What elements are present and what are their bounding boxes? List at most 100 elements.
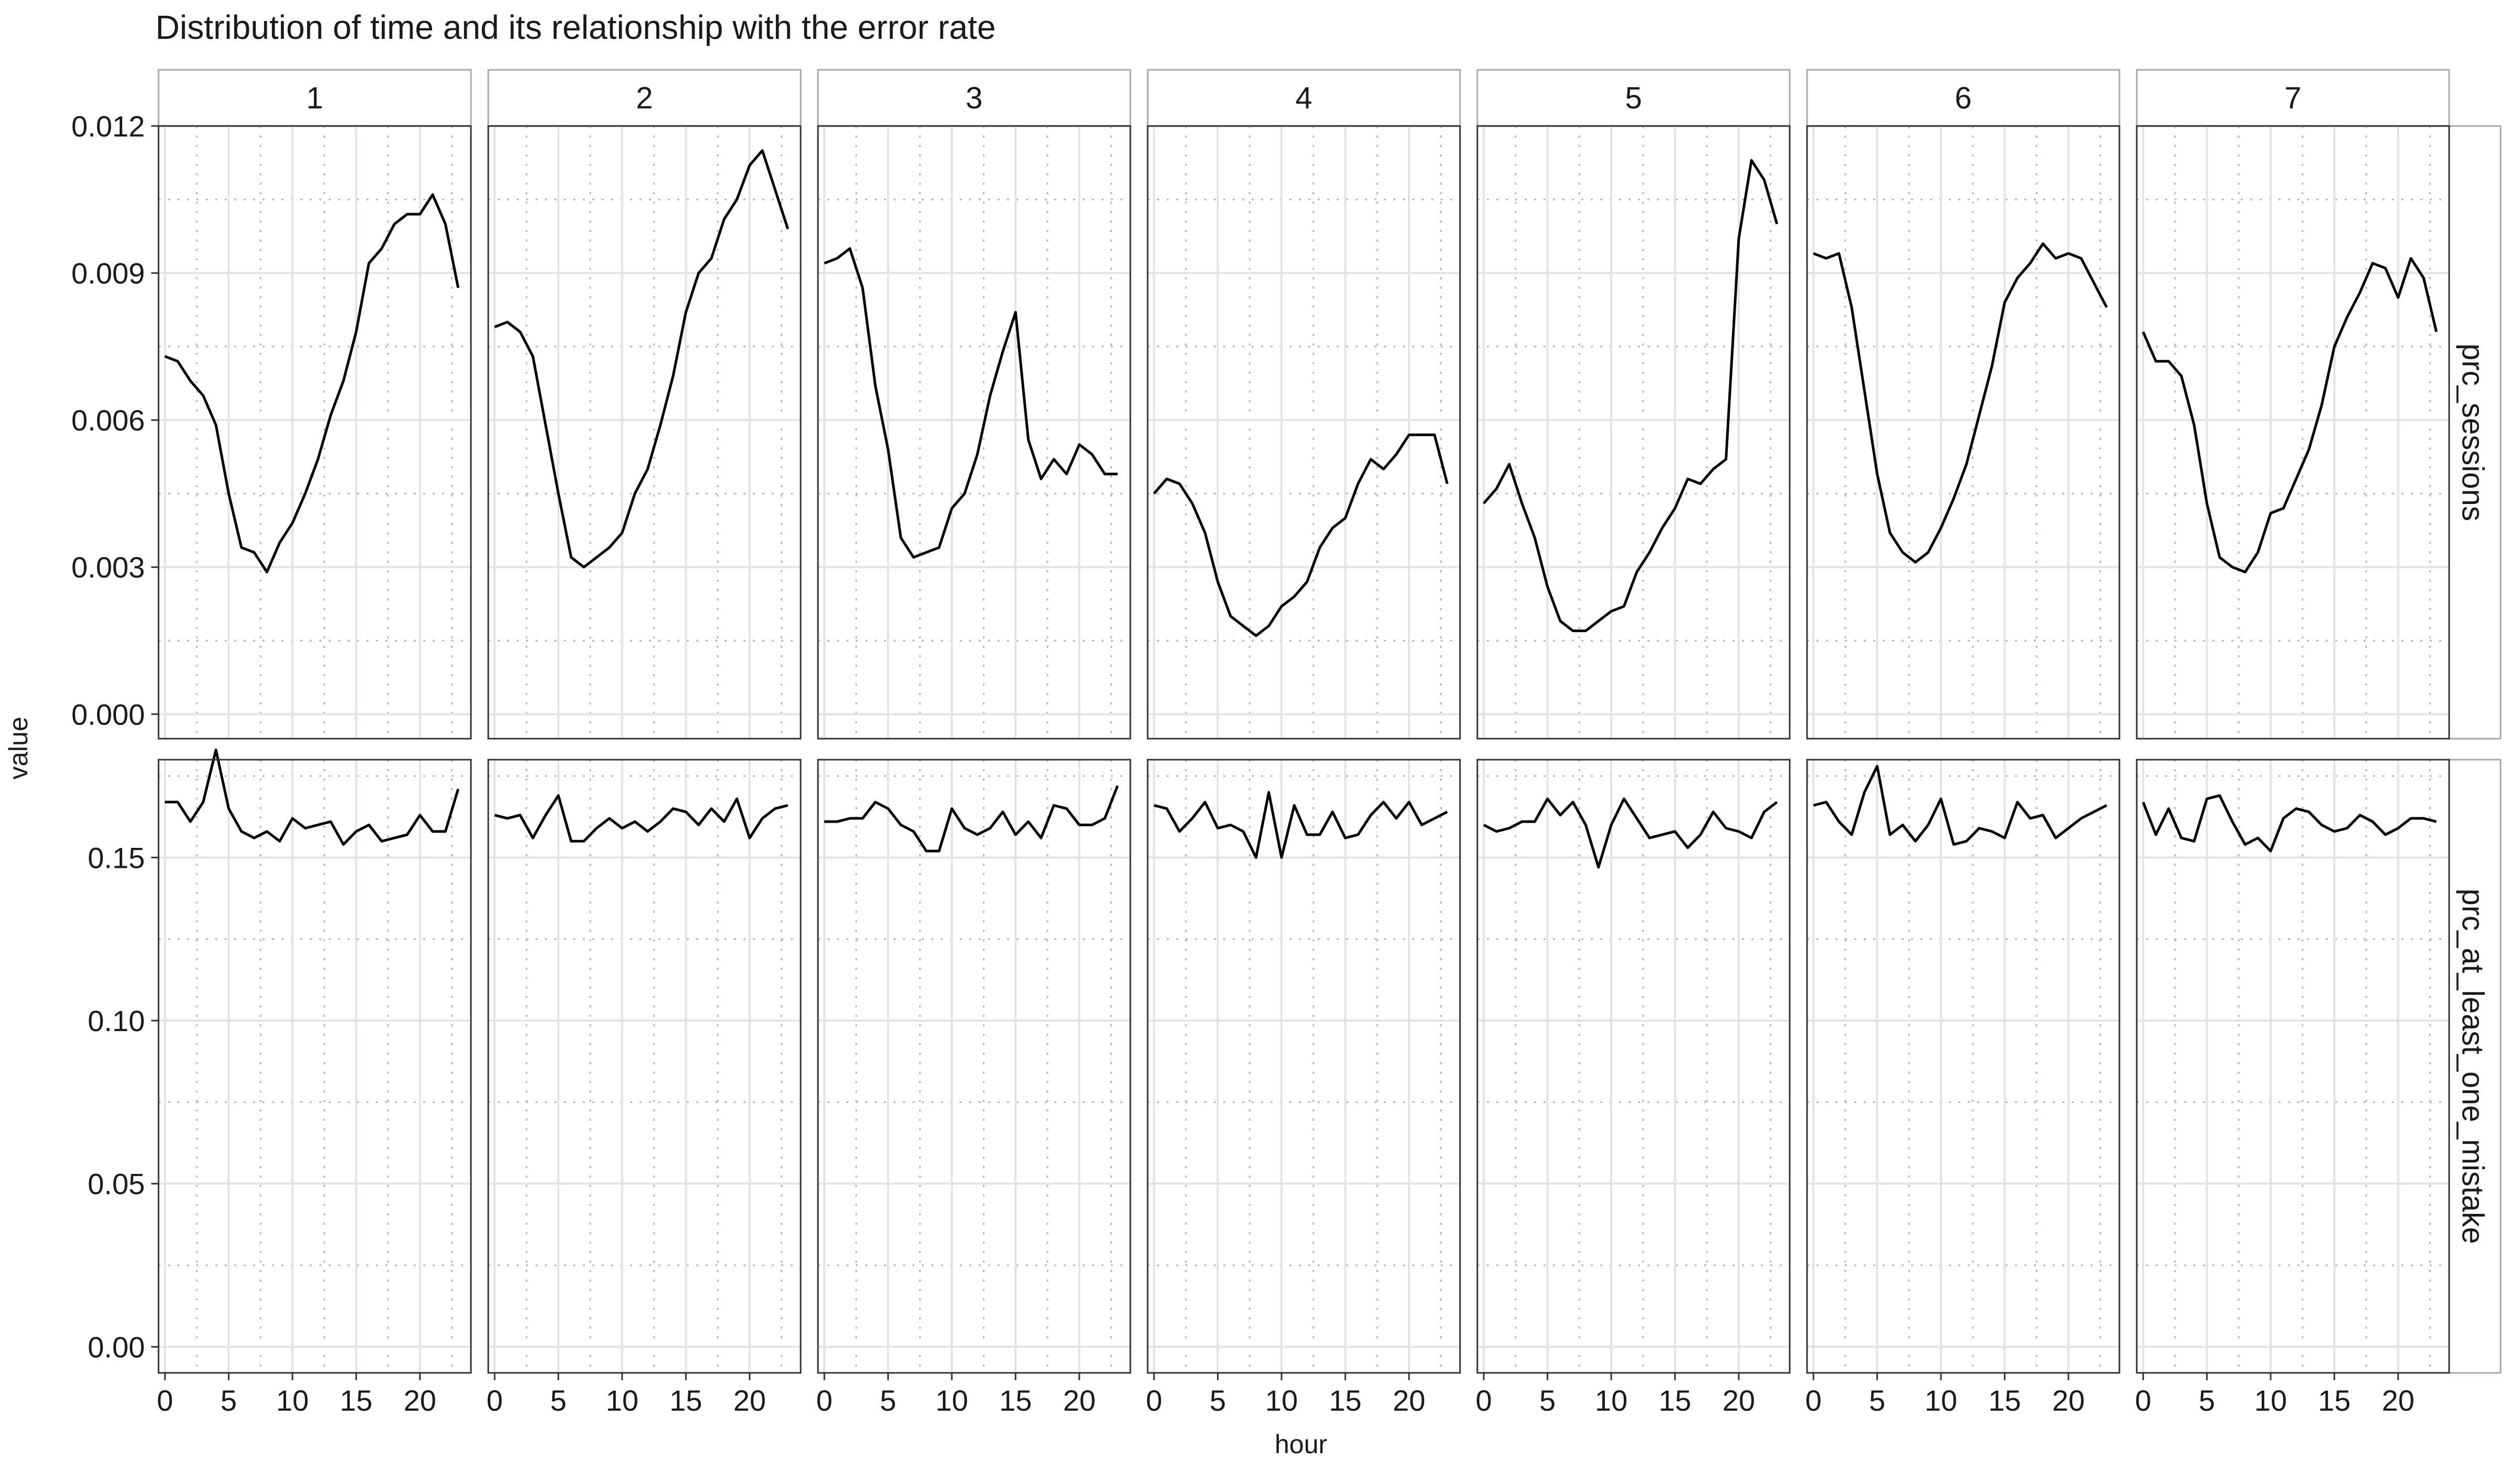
- panel-prc_at_least_one_mistake-3: 0 5 10 15 20: [816, 759, 1131, 1417]
- series-line-prc_at_least_one_mistake-3: [824, 785, 1119, 853]
- panel-prc_sessions-6: [1806, 125, 2120, 740]
- facet-strip-6: [1806, 69, 2120, 127]
- series-line-prc_at_least_one_mistake-6: [1813, 764, 2107, 846]
- panel-prc_sessions-2: [487, 125, 802, 740]
- facet-panels: 1 2 3 4 5 6 7prc_sessions0.0000.0030.0060.0090…: [71, 69, 2502, 1417]
- x-tick-label: 10: [606, 1384, 638, 1417]
- row-strip-prc_sessions: [2444, 125, 2502, 740]
- panel-border: [487, 759, 802, 1374]
- panel-prc_sessions-7: [2136, 125, 2450, 740]
- x-tick-label: 15: [1988, 1384, 2021, 1417]
- x-tick-label: 0: [1476, 1384, 1492, 1417]
- y-axis-title: value: [4, 717, 33, 780]
- x-tick-label: 10: [276, 1384, 309, 1417]
- panel-border: [1806, 125, 2120, 740]
- series-line-prc_at_least_one_mistake-7: [2141, 794, 2437, 853]
- facet-strip-label: 7: [2284, 81, 2301, 116]
- panel-border: [2136, 125, 2450, 740]
- x-tick-label: 20: [404, 1384, 436, 1417]
- x-tick-label: 10: [936, 1384, 968, 1417]
- panel-background: [1807, 760, 2119, 1373]
- facet-strip-7: [2136, 69, 2450, 127]
- panel-background: [488, 126, 801, 739]
- panel-border: [817, 759, 1131, 1374]
- panel-prc_sessions-3: [817, 125, 1131, 740]
- x-tick-label: 5: [1539, 1384, 1556, 1417]
- panel-border: [1806, 759, 2120, 1374]
- x-axis-title: hour: [1275, 1430, 1327, 1459]
- panel-border: [487, 125, 802, 740]
- x-tick-label: 5: [1210, 1384, 1226, 1417]
- panel-prc_at_least_one_mistake-4: 0 5 10 15 20: [1146, 759, 1461, 1417]
- x-tick-label: 20: [1393, 1384, 1425, 1417]
- x-tick-label: 0: [816, 1384, 833, 1417]
- panel-background: [1807, 126, 2119, 739]
- panel-prc_at_least_one_mistake-5: 0 5 10 15 20: [1476, 759, 1791, 1417]
- panel-prc_at_least_one_mistake-2: 0 5 10 15 20: [487, 759, 802, 1417]
- panel-border: [817, 125, 1131, 740]
- y-tick-label: 0.15: [88, 841, 145, 874]
- series-line-prc_sessions-4: [1153, 433, 1449, 637]
- panel-background: [488, 760, 801, 1373]
- series-line-prc_at_least_one_mistake-1: [165, 748, 460, 846]
- x-tick-label: 20: [1063, 1384, 1096, 1417]
- y-tick-label: 0.006: [71, 404, 145, 437]
- x-tick-label: 15: [999, 1384, 1032, 1417]
- x-tick-label: 15: [1329, 1384, 1361, 1417]
- panel-border: [1147, 759, 1461, 1374]
- panel-border: [1476, 759, 1791, 1374]
- series-line-prc_at_least_one_mistake-5: [1483, 797, 1778, 869]
- facet-strip-4: [1147, 69, 1461, 127]
- x-tick-label: 0: [1146, 1384, 1162, 1417]
- x-tick-label: 10: [1925, 1384, 1957, 1417]
- series-line-prc_at_least_one_mistake-2: [494, 794, 789, 843]
- row-strip-label: prc_at_least_one_mistake: [2456, 888, 2490, 1244]
- facet-strip-label: 4: [1295, 81, 1312, 116]
- panel-border: [158, 125, 472, 740]
- facet-strip-label: 1: [306, 81, 323, 116]
- panel-background: [1477, 126, 1790, 739]
- series-line-prc_sessions-3: [824, 247, 1118, 559]
- panel-border: [1147, 125, 1461, 740]
- series-line-prc_at_least_one_mistake-4: [1153, 791, 1448, 859]
- x-tick-label: 15: [2318, 1384, 2350, 1417]
- panel-prc_at_least_one_mistake-6: 0 5 10 15 20: [1805, 759, 2120, 1417]
- panel-border: [1476, 125, 1791, 740]
- x-tick-label: 10: [1595, 1384, 1628, 1417]
- y-tick-label: 0.012: [71, 110, 145, 143]
- y-tick-label: 0.05: [88, 1168, 145, 1201]
- y-tick-label: 0.009: [71, 257, 145, 290]
- x-tick-label: 10: [2254, 1384, 2287, 1417]
- x-tick-label: 15: [669, 1384, 702, 1417]
- x-tick-label: 20: [2052, 1384, 2085, 1417]
- panel-background: [1148, 126, 1460, 739]
- x-tick-label: 5: [2199, 1384, 2215, 1417]
- panel-background: [2137, 126, 2449, 739]
- panel-background: [159, 760, 471, 1373]
- chart-title: Distribution of time and its relationshi…: [155, 8, 996, 46]
- panel-border: [2136, 759, 2450, 1374]
- series-line-prc_sessions-6: [1813, 242, 2108, 564]
- x-tick-label: 5: [550, 1384, 566, 1417]
- y-tick-label: 0.000: [71, 698, 145, 731]
- row-strip-prc_at_least_one_mistake: [2444, 759, 2502, 1374]
- panel-prc_at_least_one_mistake-1: 0 5 10 15 20: [157, 748, 472, 1417]
- panel-prc_at_least_one_mistake-7: 0 5 10 15 20: [2135, 759, 2450, 1417]
- panel-background: [1148, 760, 1460, 1373]
- x-tick-label: 5: [880, 1384, 896, 1417]
- facet-strip-1: [158, 69, 472, 127]
- facet-strip-label: 6: [1955, 81, 1971, 116]
- facet-strip-label: 3: [965, 81, 982, 116]
- x-tick-label: 0: [157, 1384, 173, 1417]
- y-tick-label: 0.10: [88, 1004, 145, 1037]
- row-strip-label: prc_sessions: [2456, 343, 2490, 521]
- panel-background: [159, 126, 471, 739]
- facet-strip-label: 5: [1625, 81, 1642, 116]
- series-line-prc_sessions-7: [2141, 257, 2438, 574]
- x-tick-label: 15: [1658, 1384, 1691, 1417]
- series-line-prc_sessions-2: [494, 149, 790, 569]
- y-tick-label: 0.00: [88, 1330, 145, 1363]
- panel-background: [2137, 760, 2449, 1373]
- panel-prc_sessions-1: [158, 125, 472, 740]
